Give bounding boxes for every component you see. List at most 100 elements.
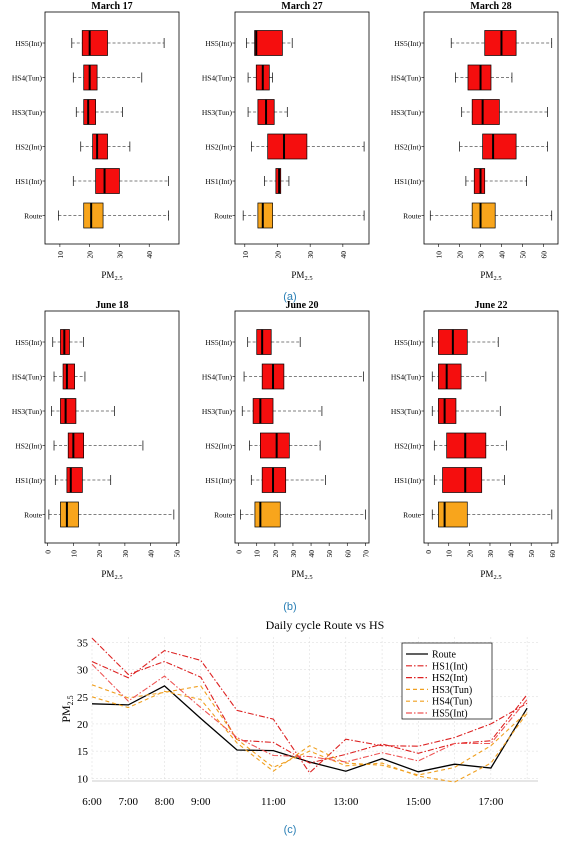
- caption-a: (a): [283, 291, 296, 303]
- x-tick-label: 70: [361, 550, 370, 558]
- x-tick-label: 6:00: [82, 796, 102, 808]
- x-tick-label: 9:00: [191, 796, 211, 808]
- x-tick-label: 10: [253, 550, 262, 558]
- category-label-hs2: HS2(Int): [394, 143, 421, 152]
- x-tick-label: 30: [486, 550, 495, 558]
- category-label-hs1: HS1(Int): [205, 177, 232, 186]
- box-route: [83, 202, 104, 229]
- category-label-hs2: HS2(Int): [15, 143, 42, 152]
- legend-box: [401, 642, 493, 720]
- category-label-hs4: HS4(Tun): [12, 373, 43, 382]
- box-hs2: [67, 432, 85, 459]
- panel-title: March 28: [470, 1, 511, 12]
- panel-title: June 22: [474, 300, 507, 311]
- x-tick-label: 40: [339, 251, 348, 259]
- x-tick-label: 50: [172, 550, 181, 558]
- legend-label: HS2(Int): [432, 673, 468, 684]
- category-label-route: Route: [403, 511, 422, 520]
- box-hs5: [254, 30, 283, 56]
- category-label-route: Route: [214, 511, 233, 520]
- category-label-hs5: HS5(Int): [15, 338, 42, 347]
- category-label-hs1: HS1(Int): [15, 476, 42, 485]
- x-tick-label: 10: [56, 251, 65, 259]
- x-tick-label: 0: [235, 550, 244, 554]
- x-tick-label: 30: [289, 550, 298, 558]
- y-tick-label: 20: [77, 719, 89, 731]
- box-hs5: [81, 30, 108, 56]
- category-label-hs1: HS1(Int): [394, 177, 421, 186]
- x-tick-label: 50: [518, 251, 527, 259]
- box-hs3: [83, 99, 96, 125]
- x-tick-label: 30: [306, 251, 315, 259]
- x-axis-label: PM2.5: [480, 569, 501, 581]
- category-label-hs4: HS4(Tun): [391, 74, 422, 83]
- category-label-hs3: HS3(Tun): [12, 407, 43, 416]
- box-hs1: [473, 168, 486, 194]
- x-tick-label: 20: [456, 251, 465, 259]
- category-label-hs2: HS2(Int): [205, 143, 232, 152]
- x-tick-label: 8:00: [155, 796, 175, 808]
- category-label-hs5: HS5(Int): [205, 39, 232, 48]
- x-tick-label: 10: [445, 550, 454, 558]
- x-tick-label: 7:00: [118, 796, 138, 808]
- x-tick-label: 30: [121, 550, 130, 558]
- x-tick-label: 20: [271, 550, 280, 558]
- y-tick-label: 35: [77, 637, 89, 649]
- plot-frame: [234, 11, 370, 245]
- y-tick-label: 10: [77, 773, 89, 785]
- plot-frame: [44, 11, 180, 245]
- series-line-hs5int: [91, 663, 528, 763]
- category-label-hs3: HS3(Tun): [202, 108, 233, 117]
- x-axis-label: PM2.5: [480, 270, 501, 282]
- y-tick-label: 25: [77, 692, 89, 704]
- legend-label: HS4(Tun): [432, 697, 472, 708]
- x-tick-label: 60: [548, 550, 557, 558]
- x-tick-label: 40: [147, 550, 156, 558]
- panel-title: June 18: [95, 300, 128, 311]
- x-axis-label: PM2.5: [101, 270, 122, 282]
- x-tick-label: 50: [325, 550, 334, 558]
- series-line-hs4tun: [91, 684, 528, 783]
- box-hs1: [95, 168, 120, 194]
- y-axis-label: PM2.5: [59, 695, 75, 722]
- category-label-hs5: HS5(Int): [15, 39, 42, 48]
- x-axis-label: PM2.5: [291, 569, 312, 581]
- panel-title: March 27: [281, 1, 322, 12]
- caption-b: (b): [283, 601, 296, 613]
- box-route: [254, 501, 281, 528]
- box-hs3: [60, 398, 77, 424]
- legend-label: HS1(Int): [432, 661, 468, 672]
- x-axis-label: PM2.5: [291, 270, 312, 282]
- x-axis-label: PM2.5: [101, 569, 122, 581]
- plot-frame: [423, 11, 559, 245]
- box-hs5: [256, 329, 272, 355]
- x-tick-label: 10: [435, 251, 444, 259]
- x-tick-label: 10: [69, 550, 78, 558]
- series-line-hs2int: [91, 649, 528, 774]
- category-label-hs4: HS4(Tun): [391, 373, 422, 382]
- x-tick-label: 20: [273, 251, 282, 259]
- y-tick-label: 15: [77, 746, 89, 758]
- category-label-hs5: HS5(Int): [394, 39, 421, 48]
- plot-frame: [234, 310, 370, 544]
- category-label-hs1: HS1(Int): [394, 476, 421, 485]
- category-label-route: Route: [24, 212, 43, 221]
- panel-title: March 17: [91, 1, 132, 12]
- category-label-hs1: HS1(Int): [205, 476, 232, 485]
- box-hs1: [66, 467, 83, 493]
- box-hs3: [438, 398, 457, 424]
- box-route: [257, 202, 273, 229]
- line-chart: Daily cycle Route vs HS 10 15 20 25 30 35 6:00 7…: [59, 618, 538, 808]
- boxplot-panel: March 28 HS5(Int) HS4(Tun) HS3(Tun) HS2(Int)…: [391, 1, 559, 282]
- plot-frame: [423, 310, 559, 544]
- x-tick-label: 30: [115, 251, 124, 259]
- legend-label: Route: [432, 650, 456, 661]
- category-label-hs3: HS3(Tun): [391, 108, 422, 117]
- box-hs2: [92, 133, 108, 160]
- category-label-hs4: HS4(Tun): [202, 373, 233, 382]
- x-tick-label: 15:00: [406, 796, 432, 808]
- x-tick-label: 11:00: [261, 796, 286, 808]
- legend-label: HS5(Int): [432, 709, 468, 720]
- x-tick-label: 17:00: [478, 796, 504, 808]
